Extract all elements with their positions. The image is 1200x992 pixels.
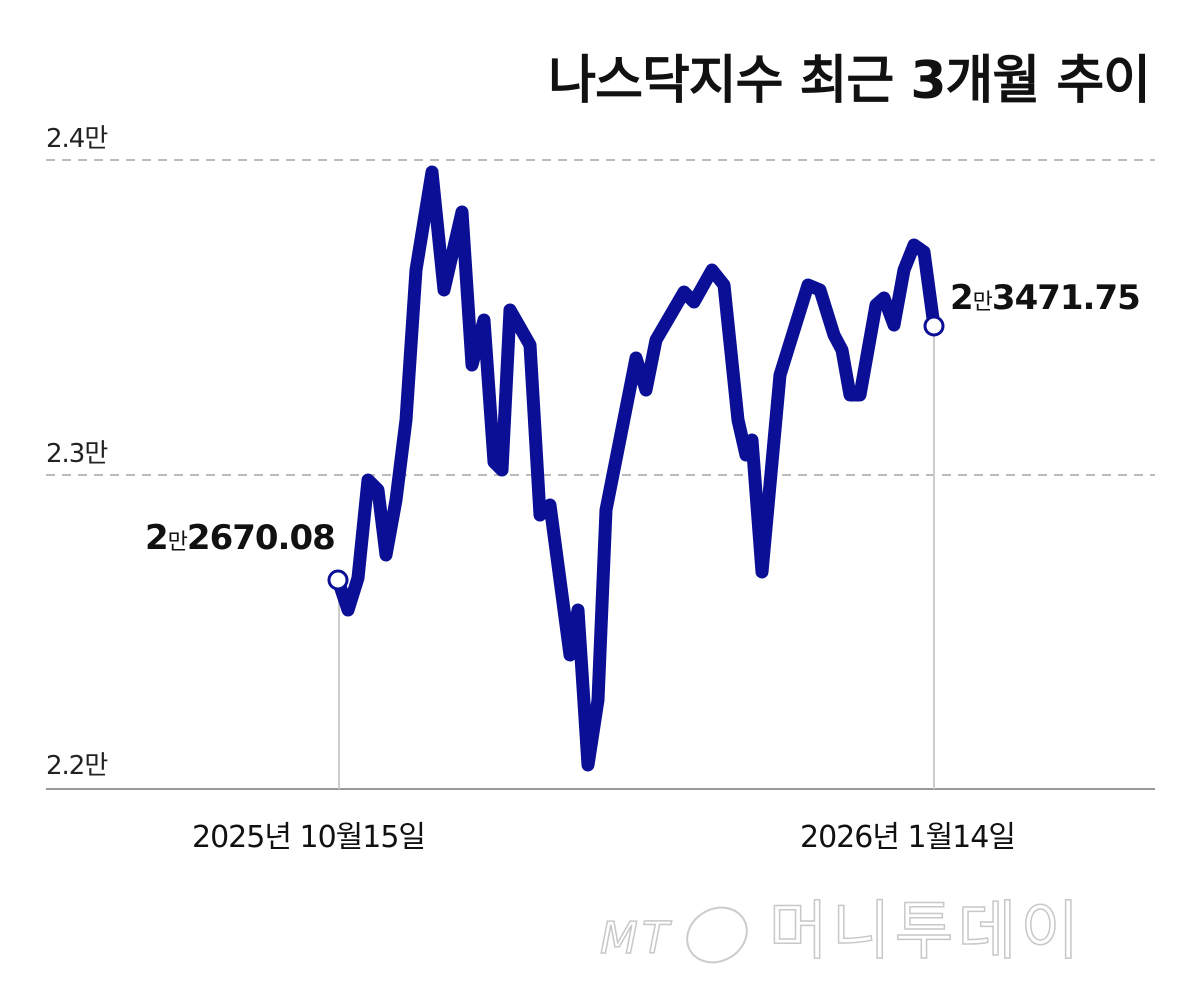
end-point-marker (923, 315, 945, 337)
watermark-logo: MT 머니투데이 (599, 880, 1084, 975)
start-point-marker (327, 569, 349, 591)
y-tick-label-23000: 2.3만 (46, 439, 108, 469)
x-tick-label-start: 2025년 10월15일 (192, 820, 426, 855)
watermark-text: 머니투데이 (768, 894, 1084, 970)
watermark-brand: MT (599, 912, 673, 965)
start-value-label: 2만2670.08 (145, 518, 336, 558)
y-tick-label-22000: 2.2만 (46, 751, 108, 781)
y-tick-label-24000: 2.4만 (46, 124, 108, 154)
x-tick-label-end: 2026년 1월14일 (800, 820, 1016, 855)
logo-swoosh-icon (675, 896, 759, 975)
chart-title: 나스닥지수 최근 3개월 추이 (548, 51, 1151, 111)
end-value-label: 2만3471.75 (950, 278, 1141, 318)
nasdaq-line-series (331, 165, 941, 772)
